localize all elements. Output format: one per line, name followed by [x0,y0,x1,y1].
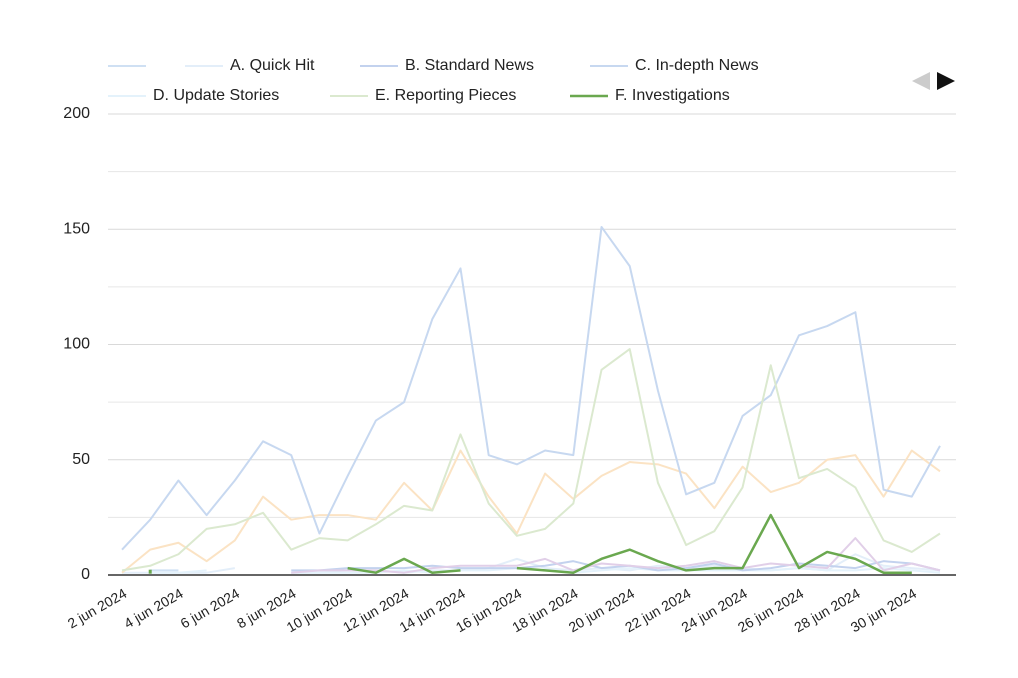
x-tick-label: 6 jun 2024 [178,585,243,632]
y-tick-label: 50 [72,451,90,468]
series-line [291,560,941,572]
legend-prev[interactable] [912,72,930,90]
y-tick-label: 100 [63,336,90,353]
series-line [516,513,912,574]
legend-label: A. Quick Hit [230,57,315,74]
series-line [347,557,461,574]
y-tick-label: 0 [81,566,90,583]
y-tick-label: 150 [63,220,90,237]
legend-label: E. Reporting Pieces [375,87,516,104]
series-line [121,225,941,551]
legend-label: F. Investigations [615,87,730,104]
series-line [291,537,941,574]
legend-label: B. Standard News [405,57,534,74]
legend-label: C. In-depth News [635,57,759,74]
series-line [121,348,941,572]
series-line [121,449,941,574]
legend-label: D. Update Stories [153,87,279,104]
x-tick-label: 2 jun 2024 [65,585,130,632]
series-line [150,569,207,574]
x-tick-label: 4 jun 2024 [121,585,186,632]
series-line [291,567,941,574]
legend-next[interactable] [937,72,955,90]
y-tick-label: 200 [63,105,90,122]
